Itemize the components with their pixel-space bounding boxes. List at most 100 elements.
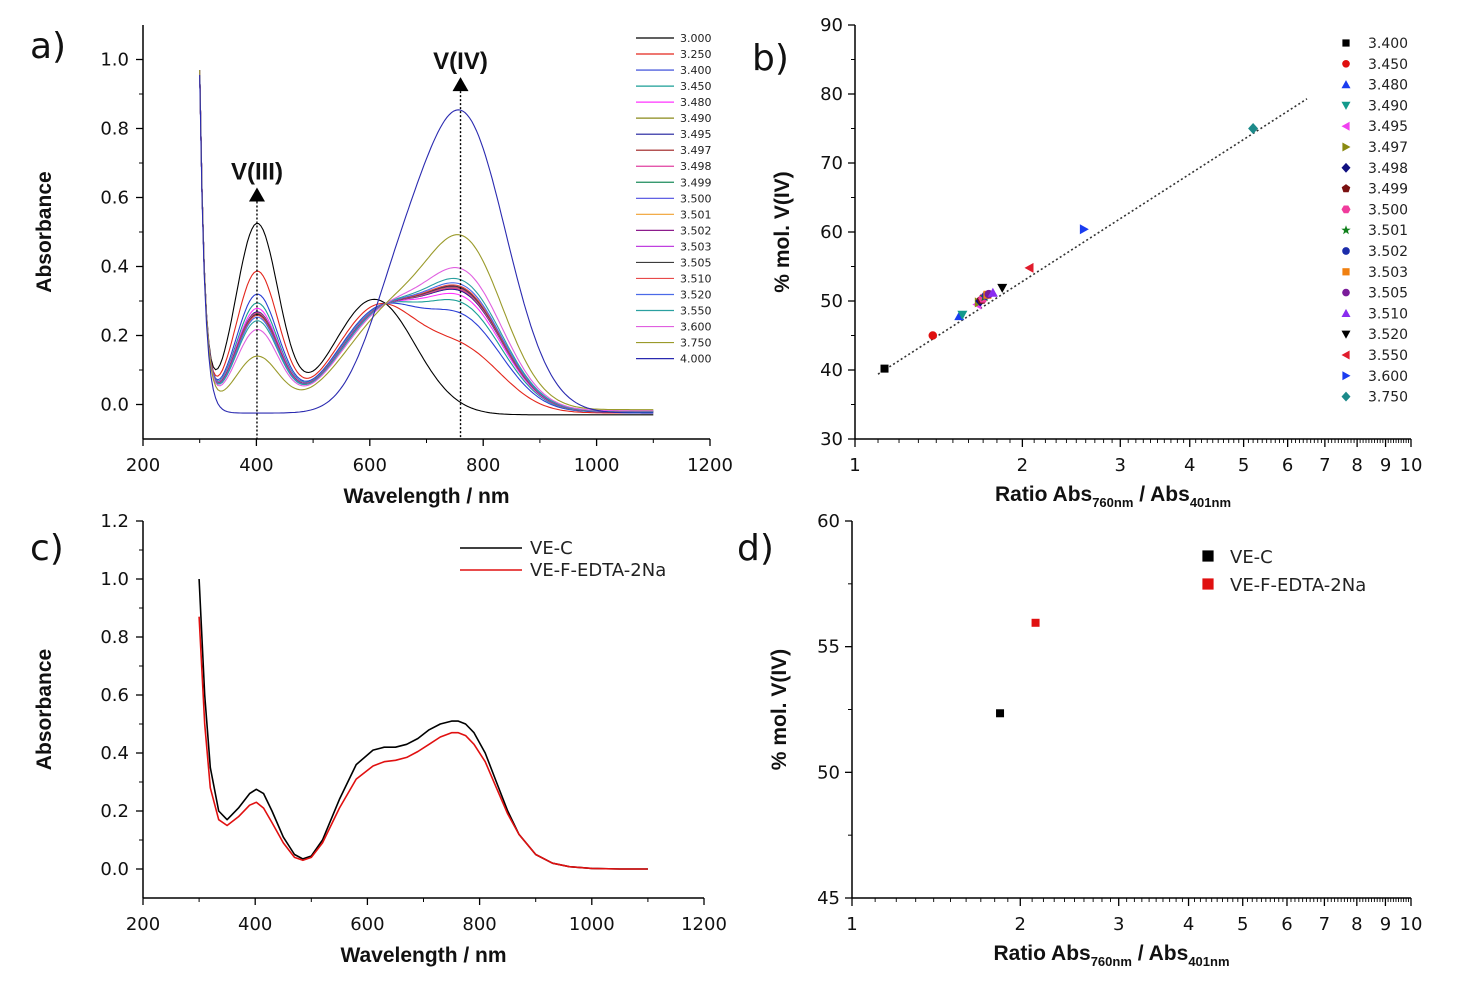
legend-label: 3.490 (1368, 98, 1408, 114)
y-tick-label: 50 (817, 762, 840, 783)
y-tick-label: 60 (820, 222, 843, 243)
data-point-3.490 (957, 310, 968, 320)
x-tick-label: 8 (1351, 914, 1362, 935)
legend-label: 3.510 (680, 272, 712, 285)
x-axis-title: Wavelength / nm (340, 944, 506, 967)
legend-label: VE-F-EDTA-2Na (1230, 575, 1366, 596)
series-line-3.502 (199, 70, 654, 412)
x-tick-label: 4 (1184, 455, 1195, 476)
legend-marker (1342, 59, 1350, 68)
legend-label: 3.502 (680, 224, 712, 237)
series-line-VE-C (198, 578, 648, 870)
y-tick-label: 0.2 (100, 801, 129, 822)
legend-label: 3.503 (1368, 265, 1408, 281)
legend-label: VE-F-EDTA-2Na (530, 560, 666, 581)
series-line-3.498 (199, 70, 654, 412)
y-tick-label: 1.0 (100, 50, 129, 71)
panel-label-b: b) (752, 38, 789, 79)
x-tick-label: 600 (353, 455, 387, 476)
x-tick-label: 3 (1115, 455, 1126, 476)
y-tick-label: 0.4 (100, 743, 129, 764)
x-tick-label: 1000 (569, 914, 615, 935)
x-tick-label: 1 (846, 914, 857, 935)
legend-label: 3.450 (1368, 57, 1408, 73)
x-axis-title-subscript: 760nm (1091, 954, 1132, 969)
panel-label-d: d) (737, 528, 774, 569)
legend-label: 3.400 (1368, 36, 1408, 52)
y-tick-label: 1.2 (100, 511, 129, 532)
legend-label: 3.495 (1368, 119, 1408, 135)
y-tick-label: 50 (820, 291, 843, 312)
x-tick-label: 200 (126, 914, 160, 935)
x-axis-title-subscript: 760nm (1092, 495, 1133, 510)
x-tick-label: 600 (350, 914, 384, 935)
series-line-3.500 (199, 70, 654, 412)
series-line-3.000 (199, 71, 654, 416)
annotation-arrow-icon (452, 77, 469, 92)
legend-label: 3.505 (1368, 286, 1408, 302)
legend-label: 3.502 (1368, 244, 1408, 260)
y-tick-label: 1.0 (100, 569, 129, 590)
legend-label: 3.600 (680, 321, 712, 334)
x-axis-title: Ratio Abs760nm / Abs401nm (993, 942, 1229, 969)
x-axis-title-subscript: 401nm (1190, 495, 1231, 510)
legend-label: 3.750 (680, 337, 712, 350)
data-point-3.750 (1248, 123, 1259, 134)
x-axis-title-part: Ratio Abs (993, 942, 1090, 965)
legend-marker (1341, 80, 1351, 89)
legend-marker (1342, 142, 1351, 152)
legend-marker (1341, 350, 1350, 360)
x-tick-label: 400 (238, 914, 272, 935)
legend-label: VE-C (1230, 547, 1273, 568)
legend-label: 3.000 (680, 32, 712, 45)
x-axis-title-part: Ratio Abs (995, 483, 1092, 506)
y-tick-label: 30 (820, 429, 843, 450)
annotation-label: V(III) (231, 159, 283, 186)
y-tick-label: 0.2 (100, 326, 129, 347)
x-tick-label: 1000 (574, 455, 620, 476)
y-axis-title: % mol. V(IV) (768, 649, 791, 770)
legend-marker (1341, 121, 1350, 131)
series-line-3.480 (199, 70, 654, 413)
data-point-VE-C (996, 709, 1005, 718)
x-tick-label: 6 (1281, 914, 1292, 935)
legend-label: 3.503 (680, 240, 712, 253)
x-tick-label: 200 (126, 455, 160, 476)
legend-label: 3.510 (1368, 306, 1408, 322)
legend-label: 3.520 (680, 288, 712, 301)
legend-marker (1341, 101, 1351, 110)
x-tick-label: 5 (1238, 455, 1249, 476)
legend-marker (1202, 578, 1214, 590)
legend-label: 3.501 (1368, 223, 1408, 239)
series-line-3.750 (199, 69, 654, 411)
x-tick-label: 9 (1380, 455, 1391, 476)
y-tick-label: 80 (820, 84, 843, 105)
y-tick-label: 0.0 (100, 859, 129, 880)
x-tick-label: 2 (1015, 914, 1026, 935)
legend-label: 3.480 (680, 96, 712, 109)
x-tick-label: 6 (1282, 455, 1293, 476)
series-line-3.600 (199, 70, 654, 412)
legend-marker (1342, 268, 1350, 276)
x-tick-label: 800 (466, 455, 500, 476)
x-tick-label: 5 (1237, 914, 1248, 935)
legend-label: 3.750 (1368, 390, 1408, 406)
x-axis-title-subscript: 401nm (1188, 954, 1229, 969)
annotation-arrow-icon (248, 187, 265, 202)
legend-label: 3.550 (680, 305, 712, 318)
y-tick-label: 0.4 (100, 257, 129, 278)
x-tick-label: 3 (1113, 914, 1124, 935)
legend-label: VE-C (530, 538, 573, 559)
y-axis-title: % mol. V(IV) (771, 171, 794, 292)
y-tick-label: 0.8 (100, 627, 129, 648)
y-tick-label: 60 (817, 511, 840, 532)
legend-label: 3.505 (680, 256, 712, 269)
x-tick-label: 7 (1319, 455, 1330, 476)
data-point-3.550 (1024, 262, 1034, 273)
y-axis-title: Absorbance (33, 649, 56, 770)
series-line-3.497 (199, 70, 654, 412)
legend-marker (1342, 288, 1350, 297)
y-tick-label: 0.8 (100, 119, 129, 140)
legend-label: 3.500 (680, 192, 712, 205)
